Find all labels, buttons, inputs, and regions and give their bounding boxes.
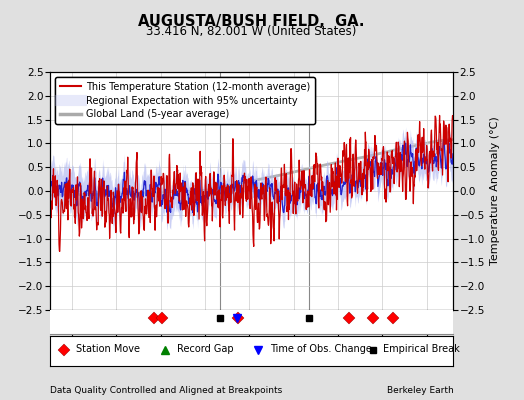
- Text: Record Gap: Record Gap: [177, 344, 234, 354]
- Text: AUGUSTA/BUSH FIELD,  GA.: AUGUSTA/BUSH FIELD, GA.: [138, 14, 365, 29]
- Text: Station Move: Station Move: [76, 344, 140, 354]
- Legend: This Temperature Station (12-month average), Regional Expectation with 95% uncer: This Temperature Station (12-month avera…: [54, 77, 315, 124]
- Text: Time of Obs. Change: Time of Obs. Change: [270, 344, 372, 354]
- Text: Empirical Break: Empirical Break: [383, 344, 460, 354]
- Y-axis label: Temperature Anomaly (°C): Temperature Anomaly (°C): [490, 117, 500, 265]
- Text: 33.416 N, 82.001 W (United States): 33.416 N, 82.001 W (United States): [146, 25, 357, 38]
- Text: Berkeley Earth: Berkeley Earth: [387, 386, 453, 395]
- Text: Data Quality Controlled and Aligned at Breakpoints: Data Quality Controlled and Aligned at B…: [50, 386, 282, 395]
